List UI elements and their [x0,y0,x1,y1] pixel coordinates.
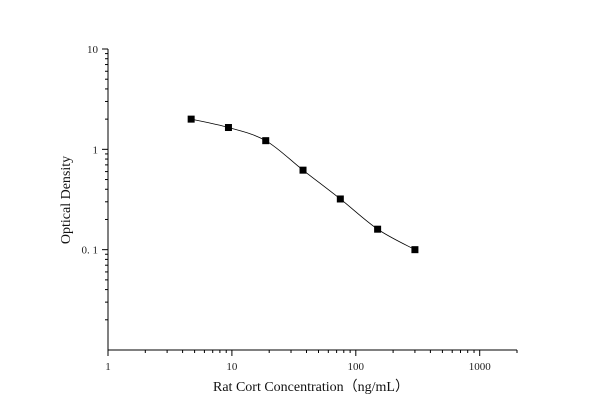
x-tick-label: 1000 [469,361,492,373]
data-point-marker [224,124,232,132]
data-point-marker [187,115,195,123]
y-tick-label: 0. 1 [82,245,99,257]
x-tick-label: 100 [348,361,365,373]
fit-curve [191,118,416,251]
y-axis-title: Optical Density [59,156,74,244]
data-point-marker [262,137,270,145]
data-point-marker [299,166,307,174]
y-tick-label: 1 [93,144,99,156]
x-tick-label: 10 [226,361,238,373]
y-tick-label: 10 [87,44,99,56]
data-point-marker [411,246,419,254]
data-point-marker [374,225,382,233]
axes: 1 10 100 1000 0. 1 1 10 [82,44,518,373]
data-points [187,115,419,254]
data-point-marker [336,195,344,203]
x-tick-label: 1 [105,361,111,373]
x-axis-title: Rat Cort Concentration（ng/mL） [213,379,409,395]
fit-curve-layer [191,118,416,251]
